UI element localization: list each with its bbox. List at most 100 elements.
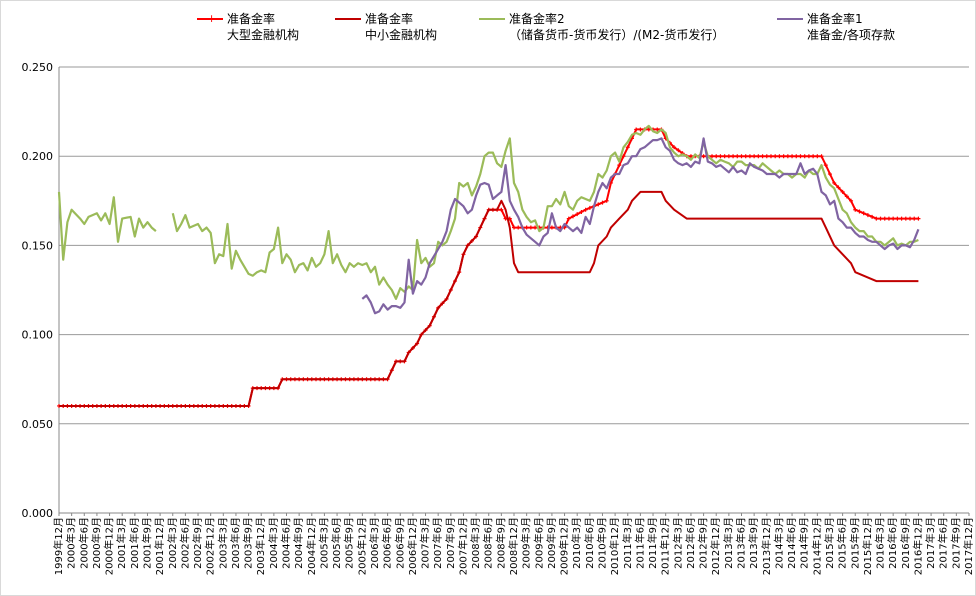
y-tick-label: 0.100 [22,329,54,342]
x-tick-label: 2015年6月 [836,517,849,569]
x-tick-label: 2013年6月 [735,517,748,569]
series-point-0 [579,209,584,214]
x-tick-label: 2010年3月 [570,517,583,569]
series-point-0 [819,154,824,159]
x-tick-label: 2002年12月 [204,517,217,575]
x-tick-label: 2015年3月 [823,517,836,569]
x-tick-label: 2014年6月 [785,517,798,569]
series-point-0 [773,154,778,159]
x-tick-label: 2013年9月 [747,517,760,569]
series-point-0 [676,148,681,153]
series-point-0 [743,154,748,159]
x-tick-label: 2011年6月 [633,517,646,569]
series-point-0 [836,185,841,190]
legend-label-large: 准备金率 [227,12,276,26]
series-point-0 [756,154,761,159]
x-tick-label: 2006年3月 [368,517,381,569]
legend-label-ratio1: 准备金率1 [807,12,863,26]
x-tick-label: 2001年12月 [153,517,166,575]
series-point-0 [781,154,786,159]
series-point-0 [516,225,521,230]
y-tick-label: 0.250 [22,61,54,74]
series-point-0 [575,212,580,217]
series-line-0 [59,128,919,407]
x-tick-label: 2004年9月 [292,517,305,569]
series-point-0 [625,145,630,150]
x-tick-label: 2003年6月 [229,517,242,569]
series-point-0 [747,154,752,159]
series-point-0 [604,198,609,203]
x-tick-label: 2012年12月 [709,517,722,575]
series-point-0 [731,154,736,159]
series-point-0 [617,163,622,168]
series-point-0 [739,154,744,159]
x-tick-label: 2010年9月 [595,517,608,569]
x-tick-label: 2014年3月 [772,517,785,569]
series-point-0 [764,154,769,159]
series-point-0 [895,216,900,221]
series-line-1 [59,190,919,407]
legend-item-ratio1: 准备金率1 准备金/各项存款 [777,11,917,45]
series-point-0 [735,154,740,159]
x-tick-label: 2013年3月 [722,517,735,569]
series-point-0 [722,154,727,159]
series-point-0 [600,200,605,205]
x-tick-label: 1999年12月 [52,517,65,575]
series-point-0 [528,225,533,230]
series-point-0 [655,127,660,132]
legend-swatch-ratio2 [479,18,505,20]
x-tick-label: 2012年9月 [697,517,710,569]
series-point-0 [806,154,811,159]
series-point-0 [634,127,639,132]
series-point-0 [874,216,879,221]
x-tick-label: 2004年6月 [280,517,293,569]
x-tick-label: 2006年12月 [406,517,419,575]
x-tick-label: 2000年6月 [77,517,90,569]
x-tick-label: 2013年12月 [760,517,773,575]
series-point-0 [798,154,803,159]
series-point-0 [886,216,891,221]
x-tick-label: 2004年3月 [267,517,280,569]
x-tick-label: 2005年12月 [355,517,368,575]
x-tick-label: 2005年3月 [317,517,330,569]
series-point-0 [499,207,504,212]
series-point-0 [878,216,883,221]
x-tick-label: 2006年6月 [381,517,394,569]
legend-item-small: 准备金率 中小金融机构 [335,11,475,45]
series-point-0 [823,163,828,168]
y-tick-label: 0.200 [22,150,54,163]
x-tick-label: 2001年3月 [115,517,128,569]
legend-sublabel-small: 中小金融机构 [365,28,438,42]
series-point-0 [718,154,723,159]
x-tick-label: 2005年6月 [330,517,343,569]
x-tick-label: 2007年9月 [444,517,457,569]
legend-sublabel-ratio1: 准备金/各项存款 [807,28,896,42]
series-point-0 [882,216,887,221]
series-point-0 [533,225,538,230]
series-point-0 [714,154,719,159]
series-point-0 [790,154,795,159]
x-tick-label: 2008年12月 [507,517,520,575]
series-point-0 [646,127,651,132]
x-tick-label: 2016年9月 [899,517,912,569]
series-point-0 [621,154,626,159]
x-tick-label: 2011年3月 [621,517,634,569]
x-tick-label: 2017年6月 [937,517,950,569]
x-tick-label: 2002年3月 [166,517,179,569]
x-tick-label: 2007年12月 [456,517,469,575]
series-point-0 [899,216,904,221]
x-tick-label: 2016年6月 [886,517,899,569]
x-tick-label: 2007年6月 [431,517,444,569]
x-tick-label: 2016年12月 [911,517,924,575]
x-tick-label: 2011年12月 [659,517,672,575]
x-tick-label: 2001年9月 [140,517,153,569]
series-point-0 [827,172,832,177]
x-tick-label: 2009年6月 [532,517,545,569]
series-point-0 [815,154,820,159]
legend-item-ratio2: 准备金率2 （储备货币-货币发行）/(M2-货币发行） [479,11,759,45]
x-tick-label: 2002年6月 [178,517,191,569]
series-point-0 [844,194,849,199]
legend-swatch-ratio1 [777,18,803,20]
x-tick-label: 2012年3月 [671,517,684,569]
series-point-0 [710,154,715,159]
